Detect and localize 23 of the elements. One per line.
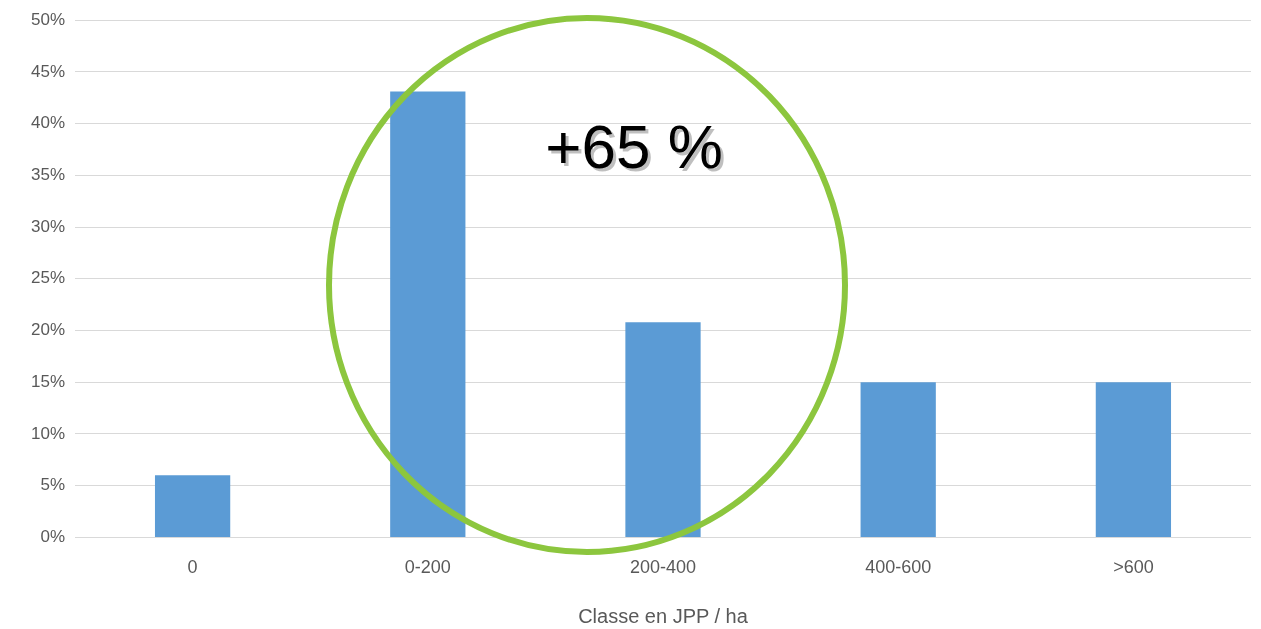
y-tick-label: 25%	[30, 268, 65, 288]
y-tick-label: 30%	[30, 216, 65, 236]
x-axis-title: Classe en JPP / ha	[578, 604, 749, 627]
x-tick-label: 400-600	[865, 557, 932, 578]
annotation: +65 %	[548, 115, 726, 185]
y-tick-label: 40%	[30, 113, 65, 133]
y-tick-label: 45%	[30, 61, 65, 81]
x-tick-label: 0-200	[404, 557, 451, 578]
y-tick-label: 50%	[30, 9, 65, 29]
y-tick-label: 20%	[30, 320, 65, 340]
bar	[390, 91, 466, 537]
x-tick-label: 0	[187, 557, 198, 578]
bar	[154, 475, 231, 537]
bar	[625, 322, 701, 537]
x-tick-label: 200-400	[629, 557, 697, 578]
y-tick-label: 5%	[40, 475, 65, 495]
y-tick-label: 10%	[30, 423, 65, 443]
y-tick-label: 35%	[30, 165, 65, 185]
y-tick-label: 0%	[40, 527, 65, 547]
x-tick-label: >600	[1113, 557, 1154, 578]
bar	[1095, 382, 1172, 537]
bar	[860, 382, 936, 537]
y-tick-label: 15%	[30, 371, 65, 391]
